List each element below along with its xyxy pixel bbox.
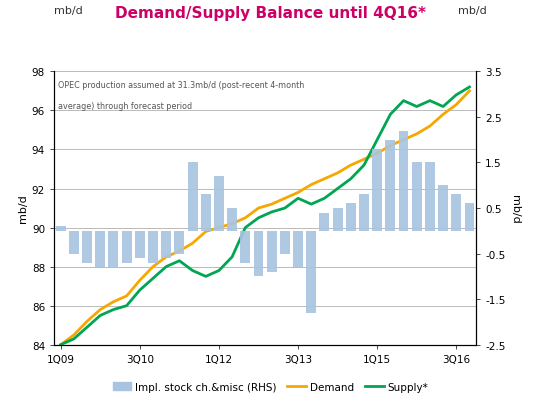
Bar	[359, 195, 369, 231]
Bar	[451, 195, 461, 231]
Bar	[135, 231, 145, 259]
Bar	[161, 231, 171, 259]
Bar	[254, 231, 263, 277]
Text: mb/d: mb/d	[458, 6, 487, 16]
Bar	[412, 163, 421, 231]
Bar	[56, 227, 65, 231]
Bar	[438, 186, 448, 231]
Bar	[148, 231, 158, 263]
Bar	[95, 231, 105, 267]
Bar	[385, 140, 395, 231]
Bar	[399, 131, 408, 231]
Bar	[293, 231, 303, 267]
Bar	[227, 209, 237, 231]
Text: mb/d: mb/d	[54, 6, 83, 16]
Bar	[465, 204, 474, 231]
Text: Demand/Supply Balance until 4Q16*: Demand/Supply Balance until 4Q16*	[115, 6, 426, 21]
Bar	[240, 231, 250, 263]
Bar	[280, 231, 290, 254]
Bar	[320, 213, 329, 231]
Y-axis label: mb/d: mb/d	[510, 194, 520, 223]
Bar	[188, 163, 197, 231]
Bar	[69, 231, 79, 254]
Bar	[214, 177, 224, 231]
Text: OPEC production assumed at 31.3mb/d (post-recent 4-month: OPEC production assumed at 31.3mb/d (pos…	[58, 80, 305, 89]
Bar	[109, 231, 118, 267]
Bar	[306, 231, 316, 313]
Bar	[201, 195, 210, 231]
Legend: Impl. stock ch.&misc (RHS), Demand, Supply*: Impl. stock ch.&misc (RHS), Demand, Supp…	[108, 377, 433, 396]
Bar	[346, 204, 356, 231]
Bar	[267, 231, 276, 272]
Bar	[82, 231, 92, 263]
Bar	[122, 231, 131, 263]
Text: average) through forecast period: average) through forecast period	[58, 102, 193, 111]
Bar	[174, 231, 184, 254]
Y-axis label: mb/d: mb/d	[18, 194, 28, 223]
Bar	[372, 150, 382, 231]
Bar	[333, 209, 342, 231]
Bar	[425, 163, 435, 231]
